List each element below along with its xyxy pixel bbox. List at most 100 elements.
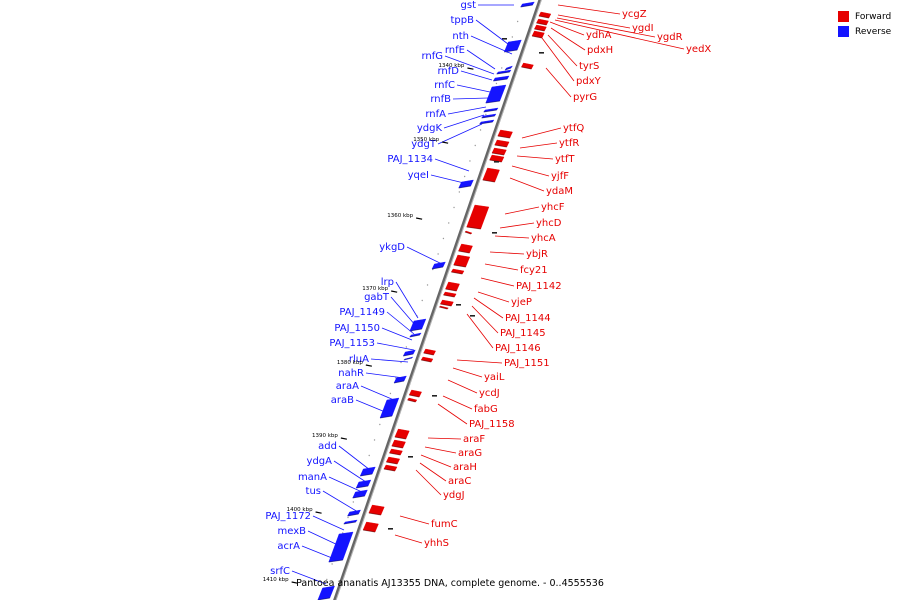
- forward-gene-arrow[interactable]: [538, 11, 552, 19]
- forward-gene-label[interactable]: PAJ_1145: [500, 328, 546, 339]
- reverse-gene-label[interactable]: araB: [331, 395, 354, 406]
- reverse-gene-label[interactable]: acrA: [277, 541, 300, 552]
- reverse-gene-arrow[interactable]: [479, 119, 495, 125]
- reverse-gene-label[interactable]: PAJ_1172: [265, 511, 311, 522]
- forward-gene-label[interactable]: araF: [463, 434, 485, 445]
- reverse-gene-label[interactable]: gabT: [364, 292, 390, 303]
- reverse-gene-label[interactable]: PAJ_1153: [329, 338, 375, 349]
- reverse-gene-label[interactable]: PAJ_1134: [387, 154, 433, 165]
- forward-gene-label[interactable]: pdxY: [576, 76, 602, 87]
- reverse-gene-arrow[interactable]: [481, 113, 497, 119]
- forward-gene-arrow[interactable]: [536, 18, 549, 26]
- forward-gene-label[interactable]: yjfF: [551, 171, 569, 182]
- reverse-gene-arrow[interactable]: [520, 1, 535, 8]
- reverse-gene-arrow[interactable]: [492, 75, 510, 82]
- forward-gene-label[interactable]: yjeP: [511, 297, 532, 308]
- forward-gene-label[interactable]: PAJ_1146: [495, 343, 541, 354]
- forward-gene-label[interactable]: yaiL: [484, 372, 505, 383]
- forward-gene-label[interactable]: araG: [458, 448, 482, 459]
- reverse-gene-arrow[interactable]: [409, 332, 422, 338]
- forward-gene-label[interactable]: ytfQ: [563, 123, 584, 134]
- forward-gene-label[interactable]: yhcA: [531, 233, 556, 244]
- legend-reverse[interactable]: Reverse: [838, 24, 891, 39]
- forward-gene-label[interactable]: ygdI: [632, 23, 654, 34]
- forward-gene-arrow[interactable]: [491, 147, 507, 156]
- reverse-gene-label[interactable]: rnfG: [421, 51, 443, 62]
- forward-gene-arrow[interactable]: [521, 62, 534, 70]
- forward-gene-arrow[interactable]: [438, 305, 449, 310]
- forward-gene-arrow[interactable]: [445, 281, 460, 292]
- reverse-gene-arrow[interactable]: [503, 39, 522, 53]
- reverse-gene-arrow[interactable]: [355, 479, 372, 489]
- reverse-gene-arrow[interactable]: [458, 179, 474, 189]
- reverse-gene-label[interactable]: rnfD: [438, 66, 460, 77]
- forward-gene-label[interactable]: yhcD: [536, 218, 562, 229]
- forward-gene-arrow[interactable]: [482, 167, 500, 183]
- reverse-gene-label[interactable]: nahR: [338, 368, 364, 379]
- forward-gene-label[interactable]: PAJ_1142: [516, 281, 562, 292]
- reverse-gene-label[interactable]: rnfA: [425, 109, 446, 120]
- reverse-gene-arrow[interactable]: [317, 585, 335, 600]
- forward-gene-arrow[interactable]: [497, 129, 513, 139]
- forward-gene-label[interactable]: araC: [448, 476, 471, 487]
- forward-gene-label[interactable]: pyrG: [573, 92, 597, 103]
- forward-gene-label[interactable]: ycdJ: [479, 388, 500, 399]
- reverse-gene-arrow[interactable]: [379, 397, 400, 419]
- reverse-gene-label[interactable]: tus: [306, 486, 321, 497]
- forward-gene-arrow[interactable]: [391, 439, 406, 449]
- reverse-gene-label[interactable]: add: [318, 441, 337, 452]
- forward-gene-label[interactable]: PAJ_1158: [469, 419, 515, 430]
- reverse-gene-label[interactable]: PAJ_1150: [334, 323, 380, 334]
- forward-gene-arrow[interactable]: [368, 504, 385, 516]
- forward-gene-arrow[interactable]: [534, 24, 547, 32]
- reverse-gene-arrow[interactable]: [483, 107, 499, 113]
- reverse-gene-label[interactable]: yqeI: [408, 170, 429, 181]
- forward-gene-arrow[interactable]: [420, 356, 434, 363]
- forward-gene-label[interactable]: ygdR: [657, 32, 683, 43]
- forward-gene-label[interactable]: PAJ_1144: [505, 313, 551, 324]
- reverse-gene-label[interactable]: rnfB: [430, 94, 451, 105]
- forward-gene-arrow[interactable]: [440, 299, 454, 307]
- reverse-gene-label[interactable]: srfC: [270, 566, 290, 577]
- forward-gene-label[interactable]: yhhS: [424, 538, 449, 549]
- reverse-gene-label[interactable]: ydgA: [307, 456, 333, 467]
- reverse-gene-label[interactable]: mexB: [278, 526, 307, 537]
- forward-gene-arrow[interactable]: [408, 389, 422, 398]
- reverse-gene-label[interactable]: ydgK: [417, 123, 443, 134]
- forward-gene-arrow[interactable]: [494, 139, 510, 148]
- forward-gene-label[interactable]: ycgZ: [622, 9, 647, 20]
- reverse-gene-arrow[interactable]: [496, 69, 512, 75]
- forward-gene-label[interactable]: ytfT: [555, 154, 575, 165]
- reverse-gene-arrow[interactable]: [504, 65, 513, 71]
- reverse-gene-arrow[interactable]: [403, 356, 414, 361]
- forward-gene-arrow[interactable]: [489, 154, 505, 163]
- reverse-gene-label[interactable]: ydgT: [411, 139, 437, 150]
- forward-gene-arrow[interactable]: [383, 464, 398, 472]
- forward-gene-label[interactable]: fabG: [474, 404, 498, 415]
- forward-gene-label[interactable]: ydgJ: [443, 490, 465, 501]
- reverse-gene-label[interactable]: manA: [298, 472, 327, 483]
- reverse-gene-arrow[interactable]: [402, 349, 416, 357]
- reverse-gene-label[interactable]: araA: [336, 381, 359, 392]
- forward-gene-label[interactable]: pdxH: [587, 45, 613, 56]
- reverse-gene-arrow[interactable]: [328, 531, 354, 563]
- forward-gene-label[interactable]: ytfR: [559, 138, 579, 149]
- forward-gene-arrow[interactable]: [458, 243, 473, 254]
- reverse-gene-label[interactable]: ykgD: [379, 242, 405, 253]
- reverse-gene-label[interactable]: rluA: [349, 354, 369, 365]
- reverse-gene-label[interactable]: rnfE: [445, 45, 465, 56]
- forward-gene-arrow[interactable]: [389, 448, 403, 456]
- legend-forward[interactable]: Forward: [838, 9, 891, 24]
- forward-gene-arrow[interactable]: [453, 254, 471, 268]
- forward-gene-arrow[interactable]: [464, 230, 473, 235]
- reverse-gene-label[interactable]: PAJ_1149: [339, 307, 385, 318]
- forward-gene-arrow[interactable]: [407, 397, 418, 403]
- reverse-gene-label[interactable]: nth: [452, 31, 469, 42]
- forward-gene-label[interactable]: yedX: [686, 44, 711, 55]
- forward-gene-arrow[interactable]: [423, 348, 436, 356]
- reverse-gene-label[interactable]: lrp: [381, 277, 394, 288]
- forward-gene-label[interactable]: tyrS: [579, 61, 599, 72]
- forward-gene-arrow[interactable]: [466, 204, 490, 230]
- forward-gene-label[interactable]: fcy21: [520, 265, 548, 276]
- forward-gene-label[interactable]: ydaM: [546, 186, 573, 197]
